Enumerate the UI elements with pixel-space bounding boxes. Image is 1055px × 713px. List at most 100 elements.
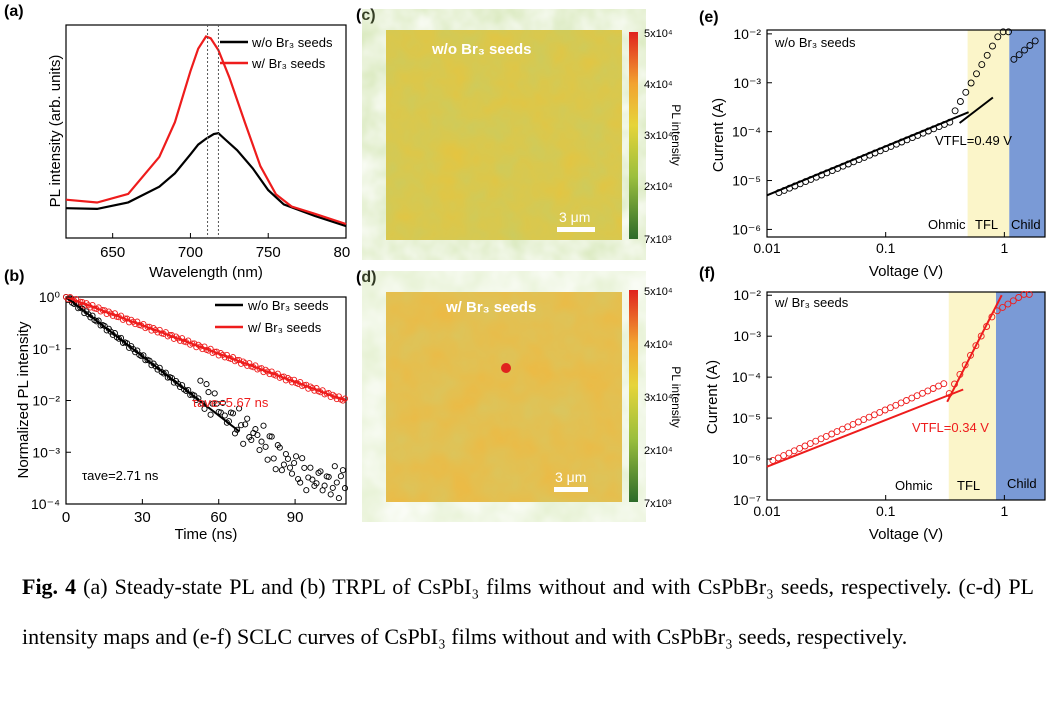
f-ytick-label: 10⁻² bbox=[733, 287, 761, 303]
panel-a-chart: (a) w/o Br₃ seeds w/ Br₃ seeds 650 700 750… bbox=[4, 3, 350, 281]
b-data-point bbox=[276, 444, 283, 451]
f-child-region bbox=[995, 292, 1045, 500]
f-xtick-label: 0.01 bbox=[753, 503, 780, 519]
f-ytick-label: 10⁻³ bbox=[733, 328, 761, 344]
b-data-point bbox=[321, 482, 328, 489]
b-tau-red: τave=5.67 ns bbox=[192, 395, 269, 410]
e-ylabel: Current (A) bbox=[710, 98, 727, 172]
b-data-point bbox=[207, 411, 214, 418]
f-ytick-label: 10⁻⁵ bbox=[732, 410, 761, 426]
f-xlabel: Voltage (V) bbox=[869, 526, 943, 543]
e-data-point bbox=[978, 61, 986, 69]
a-xtick-label: 700 bbox=[178, 244, 203, 261]
panel-a-label: (a) bbox=[4, 3, 24, 20]
d-tick-2: 3x10⁴ bbox=[644, 392, 673, 404]
d-hotspot bbox=[501, 363, 511, 373]
f-data-point bbox=[1004, 300, 1012, 308]
b-legend-black: w/o Br₃ seeds bbox=[247, 298, 329, 313]
d-tick-1: 4x10⁴ bbox=[644, 339, 673, 351]
panel-a-frame bbox=[65, 24, 347, 239]
panel-f-frame bbox=[766, 291, 1046, 501]
b-data-point bbox=[203, 381, 210, 388]
a-series-red bbox=[65, 35, 347, 226]
e-vtfl: VTFL=0.49 V bbox=[935, 133, 1012, 148]
b-data-point bbox=[201, 405, 208, 412]
b-data-point bbox=[286, 464, 294, 471]
b-data-point bbox=[85, 311, 92, 318]
b-data-point bbox=[339, 467, 346, 474]
b-xlabel: Time (ns) bbox=[175, 526, 238, 543]
e-xtick-label: 1 bbox=[1000, 240, 1008, 256]
f-data-point bbox=[1020, 290, 1028, 298]
b-data-point bbox=[221, 412, 228, 419]
panel-b-label: (b) bbox=[4, 268, 24, 285]
e-data-point bbox=[1010, 55, 1018, 63]
b-data-point bbox=[333, 479, 340, 486]
a-xtick-label: 650 bbox=[100, 244, 125, 261]
e-xlabel: Voltage (V) bbox=[869, 263, 943, 280]
e-data-point bbox=[983, 51, 991, 59]
e-ytick-label: 10⁻² bbox=[733, 26, 761, 42]
panel-e-chart: (e) w/o Br₃ seeds VTFL=0.49 V Ohmic TFL … bbox=[699, 9, 1046, 280]
e-data-point bbox=[1031, 37, 1039, 45]
f-xtick-label: 0.1 bbox=[876, 503, 896, 519]
f-ytick-label: 10⁻⁷ bbox=[733, 492, 761, 508]
b-data-point bbox=[229, 410, 237, 417]
b-data-point bbox=[307, 464, 314, 471]
e-ytick-label: 10⁻³ bbox=[733, 75, 761, 91]
f-region-child: Child bbox=[1007, 476, 1037, 491]
f-fit-ohmic bbox=[766, 388, 964, 468]
panel-d-label: (d) bbox=[356, 269, 376, 286]
f-ylabel: Current (A) bbox=[704, 360, 721, 434]
e-region-child: Child bbox=[1011, 217, 1041, 232]
d-tick-0: 5x10⁴ bbox=[644, 286, 673, 298]
b-legend-red: w/ Br₃ seeds bbox=[247, 320, 322, 335]
e-fit-tfl bbox=[958, 96, 994, 124]
b-xtick-label: 0 bbox=[62, 509, 70, 526]
d-colorbar bbox=[629, 290, 638, 502]
f-data-point bbox=[1025, 290, 1033, 298]
f-data-point bbox=[1015, 294, 1023, 301]
b-data-point bbox=[256, 446, 263, 454]
e-data-point bbox=[1005, 28, 1012, 36]
b-data-point bbox=[205, 389, 212, 396]
panel-b-chart: (b) w/o Br₃ seeds w/ Br₃ seeds τave=5.67… bbox=[4, 268, 349, 543]
b-data-point bbox=[199, 400, 206, 407]
b-data-point bbox=[272, 466, 279, 473]
b-data-point bbox=[297, 479, 304, 486]
d-scalebar-label: 3 μm bbox=[555, 469, 586, 485]
b-data-point bbox=[240, 440, 247, 447]
e-ytick-label: 10⁻⁶ bbox=[732, 221, 761, 237]
panel-f-chart: (f) w/ Br₃ seeds VTFL=0.34 V Ohmic TFL C… bbox=[699, 265, 1046, 543]
b-data-point bbox=[234, 426, 241, 433]
b-data-point bbox=[291, 459, 298, 467]
d-map-title: w/ Br₃ seeds bbox=[445, 299, 536, 316]
b-data-point bbox=[197, 377, 204, 384]
a-xtick-label: 750 bbox=[256, 244, 281, 261]
b-data-point bbox=[301, 464, 308, 471]
a-series-black bbox=[65, 132, 347, 228]
c-map-title: w/o Br₃ seeds bbox=[431, 41, 531, 58]
b-data-point bbox=[260, 422, 267, 429]
f-tfl-region bbox=[948, 292, 996, 500]
c-colorbar bbox=[629, 32, 638, 239]
b-data-point bbox=[329, 484, 336, 491]
d-scalebar bbox=[554, 487, 588, 492]
e-xtick-label: 0.01 bbox=[753, 240, 780, 256]
b-data-point bbox=[213, 400, 220, 407]
d-colorbar-label: PL intensity bbox=[669, 366, 683, 428]
c-tick-2: 3x10⁴ bbox=[644, 130, 673, 142]
b-data-point bbox=[264, 456, 271, 463]
b-data-point bbox=[268, 433, 275, 440]
e-ytick-label: 10⁻⁴ bbox=[732, 124, 761, 140]
panel-c-label: (c) bbox=[356, 7, 376, 24]
b-ylabel: Normalized PL intensity bbox=[15, 321, 32, 479]
b-ytick-label: 10⁻¹ bbox=[32, 341, 60, 357]
b-data-point bbox=[341, 485, 349, 492]
b-data-point bbox=[278, 467, 285, 474]
e-data-point bbox=[994, 33, 1002, 41]
e-data-point bbox=[962, 88, 970, 96]
f-data-point bbox=[977, 332, 985, 340]
b-data-point bbox=[248, 436, 255, 444]
e-data-point bbox=[967, 79, 975, 87]
